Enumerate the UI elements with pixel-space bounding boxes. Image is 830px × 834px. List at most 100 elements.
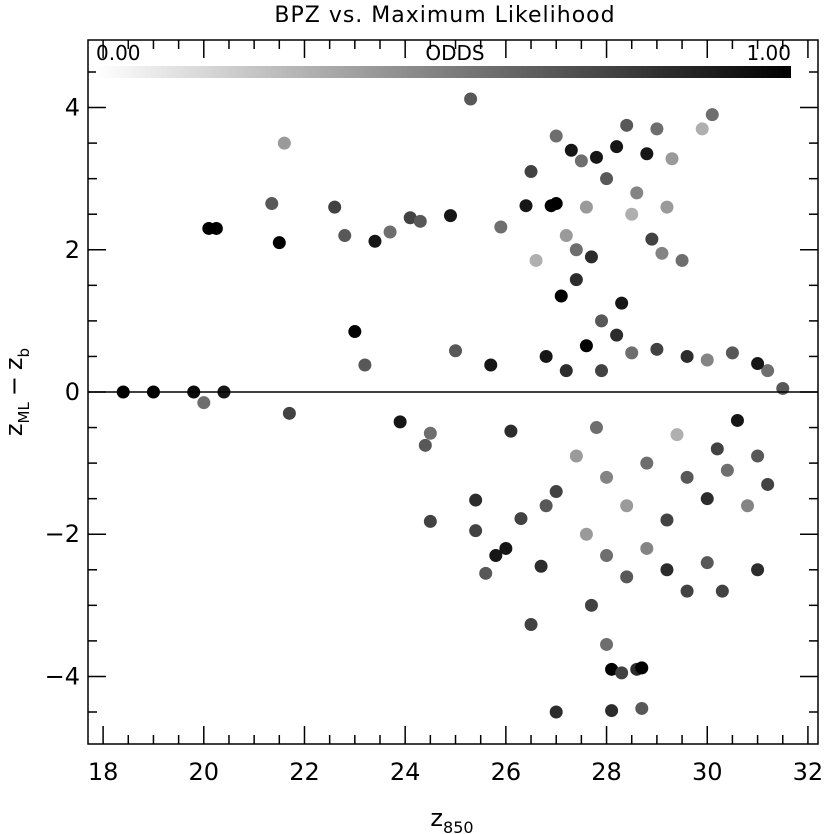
y-axis-label: zML−zb — [0, 348, 33, 436]
data-point — [272, 236, 286, 250]
data-point — [640, 147, 654, 161]
data-point — [559, 229, 573, 243]
y-tick-label: 0 — [65, 378, 80, 406]
data-point — [640, 456, 654, 470]
data-point — [751, 449, 765, 463]
data-points — [116, 92, 790, 719]
data-point — [680, 584, 694, 598]
data-point — [761, 364, 775, 378]
data-point — [549, 485, 563, 499]
data-point — [610, 140, 624, 154]
data-point — [650, 342, 664, 356]
data-point — [751, 357, 765, 371]
x-tick-label: 32 — [793, 758, 824, 786]
data-point — [730, 413, 744, 427]
data-point — [655, 246, 669, 260]
data-point — [554, 289, 568, 303]
data-point — [625, 207, 639, 221]
data-point — [660, 563, 674, 577]
data-point — [715, 584, 729, 598]
data-point — [725, 346, 739, 360]
data-point — [584, 250, 598, 264]
x-tick-label: 18 — [88, 758, 119, 786]
y-tick-label: 2 — [65, 236, 80, 264]
data-point — [569, 273, 583, 287]
data-point — [600, 172, 614, 186]
data-point — [751, 563, 765, 577]
colorbar-title: ODDS — [425, 41, 484, 65]
data-point — [418, 438, 432, 452]
data-point — [549, 129, 563, 143]
data-point — [549, 705, 563, 719]
data-point — [720, 463, 734, 477]
y-axis-label-z2: z — [0, 357, 28, 370]
data-point — [600, 470, 614, 484]
data-point — [605, 662, 619, 676]
y-axis-label-z1: z — [0, 423, 28, 436]
data-point — [559, 364, 573, 378]
data-point — [595, 314, 609, 328]
y-axis-label-minus: − — [0, 376, 28, 396]
data-point — [640, 541, 654, 555]
data-point — [348, 325, 362, 339]
data-point — [605, 704, 619, 718]
data-point — [403, 211, 417, 225]
data-point — [589, 421, 603, 435]
odds-colorbar — [96, 66, 791, 78]
data-point — [534, 559, 548, 573]
data-point — [524, 618, 538, 632]
data-point — [600, 549, 614, 563]
data-point — [494, 220, 508, 234]
data-point — [680, 349, 694, 363]
x-axis-label: z850 — [430, 804, 473, 834]
data-point — [620, 570, 634, 584]
data-point — [776, 381, 790, 395]
data-point — [549, 197, 563, 211]
data-point — [600, 637, 614, 651]
x-tick-label: 20 — [189, 758, 220, 786]
data-point — [504, 424, 518, 438]
data-point — [265, 197, 279, 211]
data-point — [610, 328, 624, 342]
data-point — [423, 426, 437, 440]
data-point — [514, 512, 528, 526]
data-point — [413, 214, 427, 228]
data-point — [700, 492, 714, 506]
x-axis-label-subscript: 850 — [443, 818, 474, 834]
data-point — [665, 152, 679, 166]
data-point — [615, 296, 629, 310]
data-point — [423, 514, 437, 528]
data-point — [529, 253, 543, 267]
data-point — [705, 108, 719, 122]
data-point — [539, 499, 553, 513]
data-point — [449, 344, 463, 358]
data-point — [464, 92, 478, 106]
data-point — [670, 428, 684, 442]
data-point — [358, 358, 372, 372]
x-tick-label: 26 — [491, 758, 522, 786]
data-point — [569, 243, 583, 257]
x-tick-label: 30 — [692, 758, 723, 786]
data-point — [584, 598, 598, 612]
data-point — [383, 225, 397, 239]
data-point — [630, 186, 644, 200]
data-point — [660, 513, 674, 527]
data-point — [645, 232, 659, 246]
data-point — [650, 122, 664, 136]
data-point — [761, 477, 775, 491]
colorbar-min-label: 0.00 — [96, 41, 141, 65]
x-axis-label-main: z — [430, 804, 443, 832]
data-point — [277, 136, 291, 150]
colorbar-max-label: 1.00 — [746, 41, 791, 65]
data-point — [469, 524, 483, 538]
data-point — [620, 118, 634, 132]
data-point — [328, 200, 342, 214]
data-point — [579, 339, 593, 353]
x-tick-label: 28 — [591, 758, 622, 786]
data-point — [700, 353, 714, 367]
data-point — [625, 346, 639, 360]
data-point — [660, 200, 674, 214]
data-point — [443, 209, 457, 223]
data-point — [595, 364, 609, 378]
